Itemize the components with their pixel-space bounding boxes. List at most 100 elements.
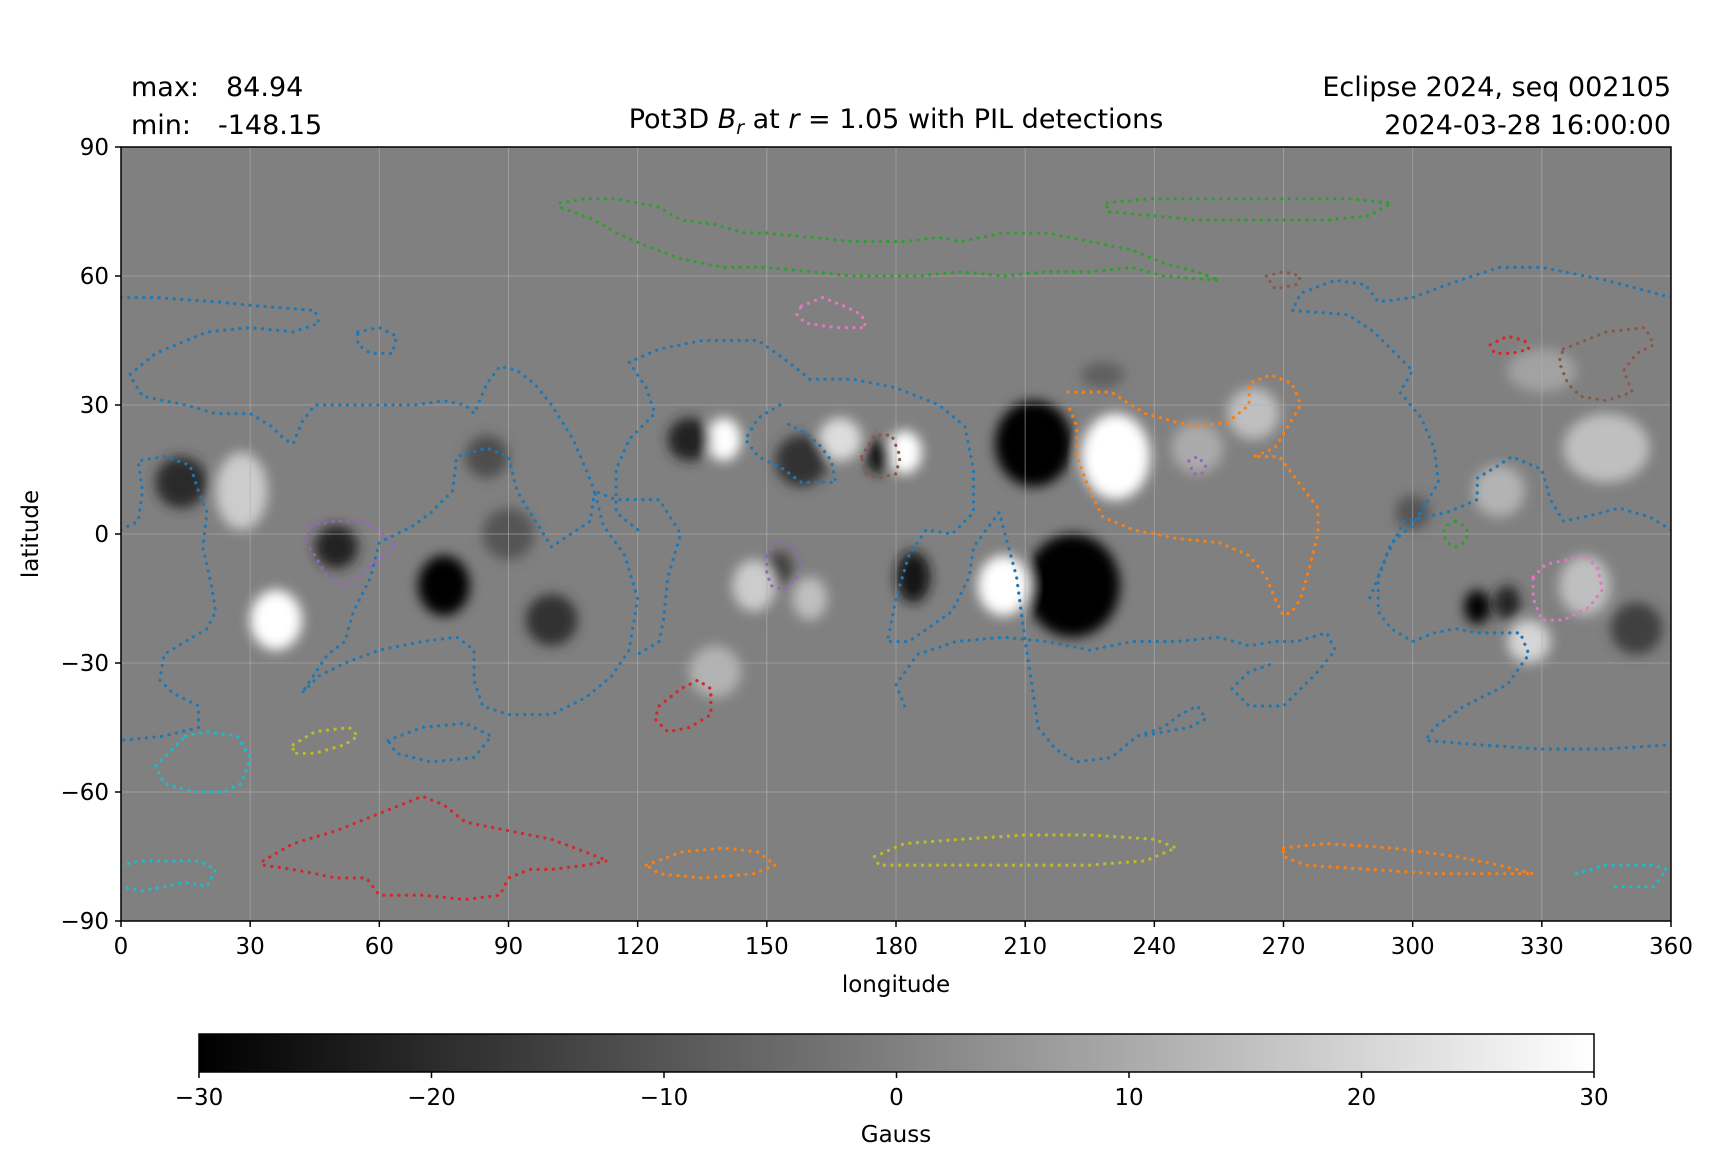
pil-contour-17 (1488, 334, 1531, 355)
field-blob-30 (465, 435, 509, 479)
dataset-annotation: Eclipse 2024, seq 002105 2024-03-28 16:0… (1322, 72, 1671, 141)
colorbar-ticks: −30 −20 −10 0 10 20 30 (175, 1072, 1609, 1111)
field-blob-0 (995, 400, 1073, 487)
pil-contour-14 (1281, 841, 1535, 876)
pil-contour-18 (304, 519, 399, 588)
x-tick-label: 330 (1520, 934, 1564, 960)
pil-contour-9 (558, 197, 1221, 282)
pil-contour-7 (1290, 265, 1671, 751)
min-value: -148.15 (218, 110, 322, 141)
max-value: 84.94 (226, 72, 303, 103)
field-blob-20 (689, 645, 742, 698)
pil-contour-4 (614, 338, 1208, 764)
colorbar-tick-label: 0 (889, 1085, 904, 1111)
colorbar-tick-label: 20 (1347, 1085, 1376, 1111)
pil-contour-23 (1557, 326, 1656, 403)
x-tick-label: 360 (1649, 934, 1693, 960)
y-tick-label: 30 (80, 393, 109, 419)
x-tick-label: 270 (1262, 934, 1306, 960)
field-blob-14 (818, 417, 862, 461)
x-tick-label: 120 (616, 934, 660, 960)
min-label: min: (131, 110, 191, 141)
heatmap-area (120, 146, 1672, 922)
field-blob-15 (775, 435, 828, 487)
pil-contour-10 (1105, 197, 1393, 222)
colorbar-tick-label: 30 (1579, 1085, 1608, 1111)
field-blob-19 (792, 577, 828, 620)
pil-contour-13 (644, 846, 778, 880)
x-axis-ticks: 0 30 60 90 120 150 180 210 240 270 300 330 360 (114, 921, 1693, 960)
field-blob-6 (418, 555, 470, 616)
y-tick-label: −30 (60, 651, 109, 677)
x-tick-label: 0 (114, 934, 129, 960)
y-axis-ticks: 90 60 30 0 −30 −60 −90 (60, 135, 121, 935)
field-blob-29 (1472, 465, 1525, 517)
dataset-line1: Eclipse 2024, seq 002105 (1322, 72, 1671, 103)
field-blob-4 (250, 589, 302, 651)
field-blob-1 (1025, 534, 1120, 638)
colorbar-tick-label: −10 (640, 1085, 689, 1111)
field-blob-7 (314, 525, 358, 569)
field-blob-26 (1559, 555, 1611, 616)
pil-contour-26 (153, 730, 252, 794)
field-blob-13 (865, 439, 892, 474)
field-blob-5 (215, 452, 268, 530)
x-tick-label: 210 (1003, 934, 1047, 960)
pil-contour-19 (765, 540, 803, 592)
pil-contour-28 (1574, 863, 1669, 889)
field-blob-9 (525, 594, 578, 646)
field-blob-3 (977, 555, 1030, 616)
field-blob-22 (1171, 422, 1224, 474)
field-blob-8 (155, 456, 208, 509)
y-tick-label: −90 (60, 909, 109, 935)
pil-contour-2 (356, 326, 399, 355)
chart-title: Pot3D Br at r = 1.05 with PIL detections (629, 104, 1164, 139)
y-tick-label: 60 (80, 264, 109, 290)
x-tick-label: 240 (1132, 934, 1176, 960)
y-tick-label: 0 (94, 522, 109, 548)
pil-contour-30 (872, 833, 1178, 867)
y-tick-label: 90 (80, 135, 109, 161)
y-tick-label: −60 (60, 780, 109, 806)
field-blob-10 (706, 417, 741, 461)
pil-contour-24 (795, 295, 868, 330)
field-blob-25 (1507, 620, 1551, 663)
x-tick-label: 300 (1391, 934, 1435, 960)
field-blob-24 (1494, 585, 1521, 620)
x-tick-label: 180 (874, 934, 918, 960)
field-blob-28 (1563, 413, 1650, 483)
colorbar-gradient (198, 1033, 1595, 1073)
x-tick-label: 60 (365, 934, 394, 960)
pil-contours (121, 197, 1671, 902)
field-blobs (155, 349, 1663, 698)
x-tick-label: 30 (236, 934, 265, 960)
y-axis-label: latitude (18, 490, 44, 578)
colorbar-tick-label: −20 (407, 1085, 456, 1111)
x-axis-label: longitude (842, 972, 950, 998)
pil-contour-5 (743, 403, 838, 484)
pil-contour-1 (121, 455, 218, 743)
colorbar-tick-label: 10 (1114, 1085, 1143, 1111)
grid-lines (121, 147, 1671, 921)
pil-contour-29 (291, 725, 360, 755)
pil-contour-15 (261, 794, 610, 902)
field-blob-23 (1464, 589, 1491, 625)
field-blob-32 (1081, 362, 1125, 388)
field-blob-18 (732, 559, 776, 612)
pil-contour-20 (1187, 455, 1208, 476)
colorbar-tick-label: −30 (175, 1085, 224, 1111)
pil-contour-27 (121, 859, 218, 893)
field-blob-2 (1081, 413, 1151, 500)
stats-annotation: max: 84.94 min: -148.15 (131, 72, 322, 141)
colorbar: −30 −20 −10 0 10 20 30 Gauss (175, 1033, 1609, 1148)
colorbar-label: Gauss (861, 1122, 931, 1148)
field-blob-27 (1610, 602, 1663, 655)
field-blob-16 (896, 551, 931, 603)
pil-contour-22 (1264, 270, 1303, 291)
max-label: max: (131, 72, 199, 103)
field-blob-21 (1227, 387, 1280, 440)
pil-contour-12 (1066, 373, 1320, 618)
x-tick-label: 90 (494, 934, 523, 960)
pil-contour-3 (386, 721, 493, 764)
